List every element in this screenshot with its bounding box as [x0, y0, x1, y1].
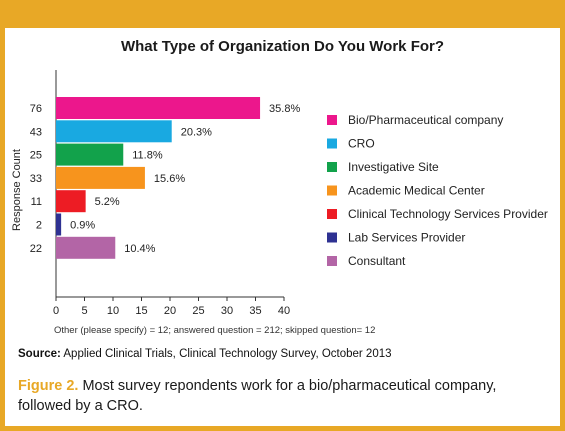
response-count-label: 33: [30, 173, 42, 185]
x-axis-ticks: 0 5 10 15 20 25 30 35 40: [53, 297, 290, 317]
legend-swatch: [327, 185, 337, 196]
response-count-label: 76: [30, 103, 42, 115]
legend-swatch: [327, 256, 337, 266]
source-text: Applied Clinical Trials, Clinical Techno…: [63, 348, 392, 360]
legend-label: Clinical Technology Services Provider: [348, 207, 548, 221]
bar-percent-label: 0.9%: [70, 220, 95, 232]
bar-percent-label: 10.4%: [124, 243, 155, 255]
legend-label: Consultant: [348, 254, 406, 268]
legend-swatch: [327, 162, 337, 172]
x-tick-label: 20: [164, 305, 176, 317]
response-count-label: 11: [31, 196, 42, 208]
legend-swatch: [327, 209, 337, 219]
caption-text: Most survey repondents work for a bio/ph…: [18, 378, 497, 414]
chart-bars: 35.8% 20.3% 11.8% 15.6% 5.2%0.9% 10.4%: [56, 97, 300, 259]
response-count-label: 43: [30, 126, 42, 138]
bar-percent-label: 5.2%: [95, 196, 120, 208]
response-count-label: 22: [30, 243, 42, 255]
legend-swatch: [327, 115, 337, 125]
source-line: Source: Applied Clinical Trials, Clinica…: [18, 348, 392, 360]
bar: [56, 213, 62, 236]
x-tick-label: 35: [249, 305, 261, 317]
x-tick-label: 0: [53, 305, 59, 317]
bar-percent-label: 35.8%: [269, 103, 300, 115]
legend-swatch: [327, 138, 337, 149]
legend-label: Academic Medical Center: [348, 184, 485, 198]
bar: [56, 166, 145, 189]
bar-percent-label: 15.6%: [154, 173, 185, 185]
legend-label: CRO: [348, 137, 375, 151]
x-tick-label: 40: [278, 305, 290, 317]
x-tick-label: 5: [81, 305, 87, 317]
bar: [56, 143, 124, 166]
x-tick-label: 10: [107, 305, 119, 317]
y-axis-label: Response Count: [11, 149, 23, 231]
x-tick-label: 30: [221, 305, 233, 317]
chart-footnote: Other (please specify) = 12; answered qu…: [54, 325, 376, 336]
source-label: Source:: [18, 348, 61, 360]
legend-label: Bio/Pharmaceutical company: [348, 113, 503, 127]
bar: [56, 97, 261, 119]
legend-label: Lab Services Provider: [348, 231, 465, 245]
bar: [56, 120, 172, 143]
legend-swatch: [327, 232, 337, 243]
bar: [56, 190, 86, 213]
figure-label: Figure 2.: [18, 378, 79, 394]
chart-title: What Type of Organization Do You Work Fo…: [120, 38, 445, 55]
response-count-label: 2: [36, 220, 42, 232]
bar-percent-label: 20.3%: [181, 126, 212, 138]
x-tick-label: 25: [192, 305, 204, 317]
chart-legend: Bio/Pharmaceutical company CRO Investigati…: [327, 113, 548, 268]
legend-label: Investigative Site: [348, 160, 439, 174]
response-count-label: 25: [30, 150, 42, 162]
figure-caption: Figure 2. Most survey repondents work fo…: [18, 376, 548, 416]
bar: [56, 236, 116, 259]
x-tick-label: 15: [135, 305, 147, 317]
bar-percent-label: 11.8%: [132, 150, 163, 162]
